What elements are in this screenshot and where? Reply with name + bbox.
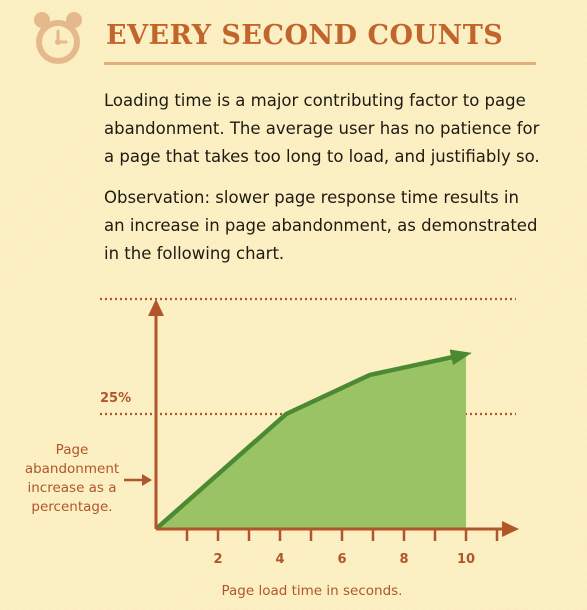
label-pointer-arrow [142,474,152,486]
x-tick-label-2: 6 [337,552,346,567]
y-axis-label: Page abandonment increase as a percentage. [25,442,119,515]
series-arrowhead [449,349,472,366]
intro-paragraph: Loading time is a major contributing fac… [104,91,540,166]
y-axis-arrow [148,299,164,316]
observation-paragraph: Observation: slower page response time r… [104,188,538,263]
x-axis-arrow [502,521,519,537]
header: EVERY SECOND COUNTS [0,0,587,72]
area-fill [156,354,466,529]
y-tick-label-1: 50% [100,290,131,291]
abandonment-chart: 2 4 6 8 10 25% 50% Page load time in seconds. Pa… [25,290,519,599]
x-tick-label-3: 8 [399,552,408,567]
x-tick-label-1: 4 [275,552,284,567]
alarm-clock-icon [34,12,82,64]
page-title: EVERY SECOND COUNTS [106,20,504,51]
series-line [154,352,467,531]
x-tick-label-4: 10 [457,552,475,567]
y-tick-label-0: 25% [100,391,131,406]
title-divider [104,62,536,65]
x-tick-label-0: 2 [213,552,222,567]
x-axis-label: Page load time in seconds. [222,583,403,599]
